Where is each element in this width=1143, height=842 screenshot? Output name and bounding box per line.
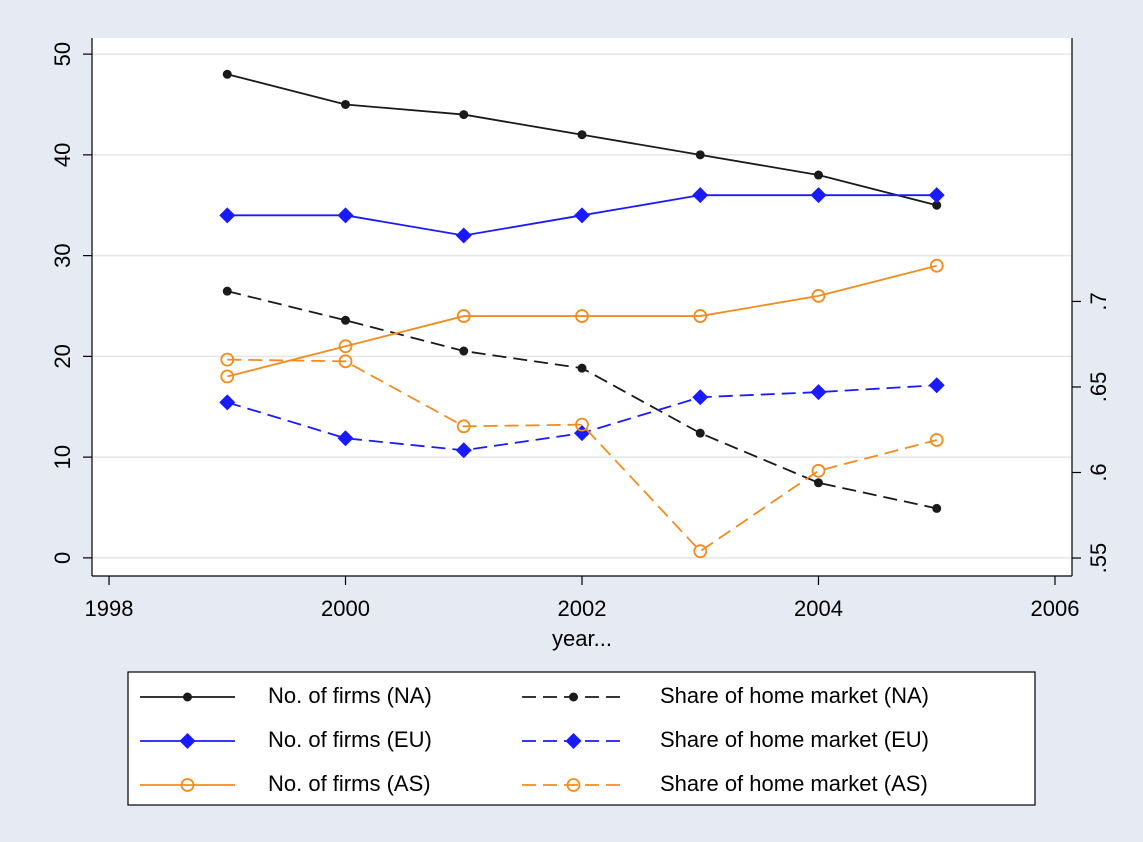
x-axis-label: year...	[552, 626, 612, 651]
marker	[338, 339, 353, 354]
marker	[813, 170, 823, 180]
marker	[811, 289, 826, 303]
legend-label: Share of home market (AS)	[660, 771, 928, 796]
marker	[219, 207, 236, 224]
y2-tick-label: .7	[1086, 292, 1111, 310]
plot-area	[92, 38, 1072, 576]
marker	[813, 478, 823, 488]
marker	[928, 187, 945, 204]
y2-tick-label: .55	[1086, 543, 1111, 574]
series-line	[227, 358, 937, 553]
marker	[455, 227, 472, 244]
marker	[575, 309, 589, 323]
marker	[692, 389, 709, 406]
marker	[183, 692, 192, 702]
marker	[179, 733, 196, 749]
marker	[577, 130, 587, 140]
x-tick-label: 2000	[321, 596, 370, 621]
x-tick-label: 2002	[558, 596, 607, 621]
marker	[932, 200, 942, 210]
legend-label: Share of home market (NA)	[660, 683, 929, 708]
marker	[456, 419, 471, 434]
marker	[929, 433, 944, 447]
y-tick-label: 30	[50, 243, 75, 267]
legend-label: No. of firms (AS)	[268, 771, 431, 796]
marker	[695, 428, 705, 438]
x-tick-label: 2004	[794, 596, 843, 621]
marker	[577, 363, 587, 373]
x-tick-label: 1998	[85, 596, 134, 621]
marker	[337, 207, 354, 224]
marker	[341, 315, 351, 325]
y2-tick-label: .65	[1086, 372, 1111, 403]
marker	[459, 346, 469, 356]
legend-label: Share of home market (EU)	[660, 727, 929, 752]
y-tick-label: 50	[50, 42, 75, 66]
marker	[219, 394, 236, 411]
marker	[695, 150, 705, 160]
marker	[569, 692, 578, 702]
marker	[459, 110, 469, 120]
y-tick-label: 0	[50, 552, 75, 564]
marker	[811, 463, 826, 478]
marker	[692, 187, 709, 204]
marker	[222, 69, 232, 79]
legend-label: No. of firms (NA)	[268, 683, 432, 708]
series-line	[227, 264, 937, 378]
marker	[565, 733, 582, 749]
marker	[929, 258, 944, 273]
marker	[810, 384, 827, 401]
y-tick-label: 20	[50, 344, 75, 368]
marker	[928, 377, 945, 394]
marker	[337, 430, 354, 447]
y-tick-label: 10	[50, 445, 75, 469]
marker	[693, 309, 708, 323]
legend-box	[127, 671, 1036, 806]
marker	[575, 417, 589, 432]
marker	[341, 99, 351, 109]
marker	[220, 369, 235, 384]
legend-label: No. of firms (EU)	[268, 727, 432, 752]
marker	[456, 309, 471, 323]
x-tick-label: 2006	[1030, 596, 1079, 621]
marker	[693, 544, 708, 559]
y2-tick-label: .6	[1086, 463, 1111, 481]
marker	[222, 286, 232, 296]
y-tick-label: 40	[50, 143, 75, 167]
marker	[455, 442, 472, 459]
marker	[566, 778, 581, 792]
marker	[932, 503, 942, 513]
marker	[338, 354, 353, 369]
marker	[574, 207, 590, 224]
marker	[220, 352, 235, 367]
marker	[180, 778, 195, 792]
marker	[810, 187, 827, 204]
